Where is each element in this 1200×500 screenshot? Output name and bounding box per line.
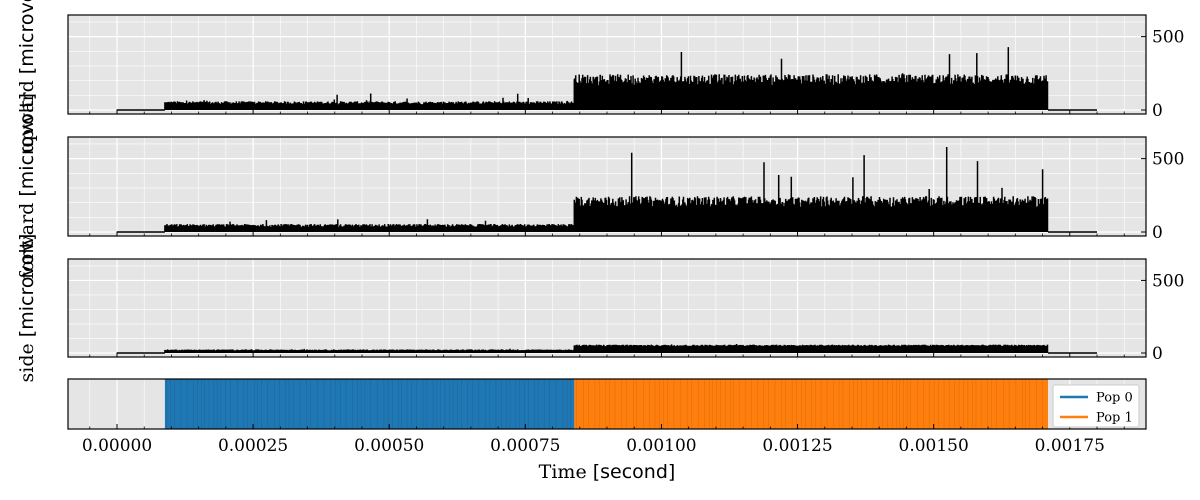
x-tick-label: 0.00050 (354, 436, 424, 456)
x-tick-label: 0.00175 (1035, 436, 1105, 456)
plot-frame (67, 258, 1147, 358)
ylabel-lower: side [microvolt] (16, 234, 38, 383)
legend: Pop 0 Pop 1 (1052, 384, 1140, 428)
y-tick-label: 500 (1152, 28, 1184, 48)
population-texture-1 (576, 379, 1043, 429)
series-trace (117, 344, 1097, 354)
panel-upper: 0 500 (67, 14, 1184, 121)
xlabel-main: Time (539, 461, 593, 483)
y-tick-label: 500 (1152, 271, 1184, 291)
y-tick-label: 0 (1152, 101, 1163, 121)
ylabel-upper-unit: [microvolt] (16, 0, 38, 74)
x-tick-label: 0.00125 (762, 436, 832, 456)
plot-frame (67, 14, 1147, 115)
ylabel-upper: upward [microvolt] (16, 0, 38, 153)
x-tick-label: 0.00025 (218, 436, 288, 456)
ylabel-lower-main: side (16, 337, 38, 382)
y-tick-label: 500 (1152, 150, 1184, 170)
xlabel: Time [second] (539, 461, 676, 483)
population-band-1 (574, 379, 1048, 429)
series-trace (117, 147, 1097, 233)
population-band-0 (164, 379, 575, 429)
y-tick-label: 0 (1152, 223, 1163, 243)
legend-label-0: Pop 0 (1096, 391, 1133, 406)
series-trace (117, 47, 1097, 111)
x-tick-label: 0.00075 (490, 436, 560, 456)
legend-label-1: Pop 1 (1096, 411, 1133, 426)
ylabel-lower-unit: [microvolt] (16, 234, 38, 338)
population-texture-0 (166, 379, 571, 429)
xlabel-unit: [second] (593, 461, 676, 483)
ylabel-upper-main: upward (16, 74, 38, 153)
y-tick-label: 0 (1152, 344, 1163, 364)
x-tick-label: 0.00150 (899, 436, 969, 456)
panel-lower: 0 500 (67, 258, 1184, 364)
grid (68, 259, 1146, 357)
x-tick-label: 0.00000 (82, 436, 152, 456)
x-tick-label: 0.00100 (626, 436, 696, 456)
plot-frame (67, 136, 1147, 237)
ylabel-middle-main: forward (16, 197, 38, 279)
plot-frame (67, 378, 1147, 430)
ylabel-middle: forward [microvolt] (16, 93, 38, 279)
panel-middle: 0 500 (67, 136, 1184, 243)
panel-population: 0.00000 0.00025 0.00050 0.00075 0.00100 0.001… (67, 378, 1147, 456)
ylabel-middle-unit: [microvolt] (16, 93, 38, 197)
